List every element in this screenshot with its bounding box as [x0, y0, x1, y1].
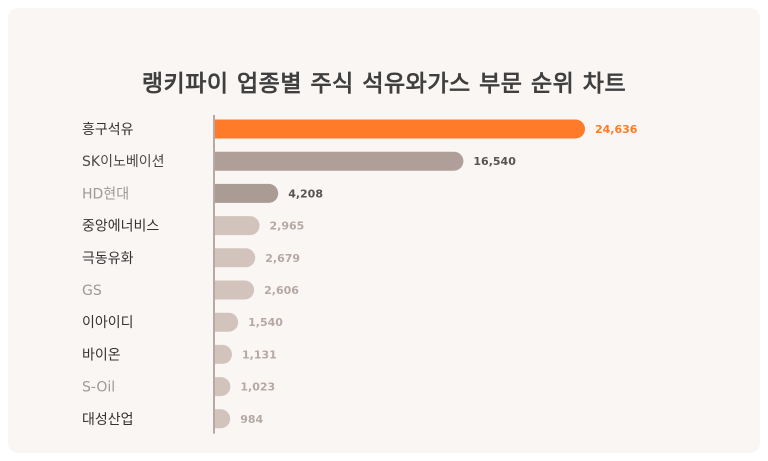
- bar: [215, 312, 239, 332]
- value-label: 984: [240, 413, 263, 426]
- value-label: 2,606: [264, 284, 299, 297]
- chart-title: 랭키파이 업종별 주식 석유와가스 부문 순위 차트: [141, 71, 627, 97]
- category-label: 흥구석유: [82, 122, 134, 138]
- category-label: 극동유화: [82, 251, 134, 267]
- bar: [215, 248, 256, 268]
- category-label: 이아이디: [82, 315, 134, 331]
- chart-card: 랭키파이 업종별 주식 석유와가스 부문 순위 차트 흥구석유 24,636 SK이…: [8, 8, 760, 453]
- bar: [215, 183, 279, 203]
- bar: [215, 280, 255, 300]
- category-label: S-Oil: [82, 380, 115, 396]
- value-label: 24,636: [595, 123, 638, 136]
- value-label: 4,208: [288, 187, 323, 200]
- bar: [215, 151, 464, 171]
- bar: [215, 377, 231, 397]
- category-label: SK이노베이션: [82, 154, 164, 170]
- category-label: HD현대: [82, 186, 129, 202]
- category-label: GS: [82, 283, 102, 299]
- category-label: 중앙에너비스: [82, 219, 159, 235]
- value-label: 1,131: [242, 348, 277, 361]
- category-label: 바이온: [82, 347, 121, 363]
- value-label: 2,679: [265, 252, 300, 265]
- bar: [215, 344, 232, 364]
- category-label: 대성산업: [82, 412, 134, 428]
- bar: [215, 216, 260, 236]
- value-label: 16,540: [473, 155, 516, 168]
- bar: [215, 119, 585, 139]
- bar: [215, 409, 231, 429]
- value-label: 1,023: [240, 381, 275, 394]
- value-label: 2,965: [270, 220, 305, 233]
- value-label: 1,540: [248, 316, 283, 329]
- bar-chart: 흥구석유 24,636 SK이노베이션 16,540 HD현대 4,208 중앙에너비스 2,…: [82, 115, 638, 434]
